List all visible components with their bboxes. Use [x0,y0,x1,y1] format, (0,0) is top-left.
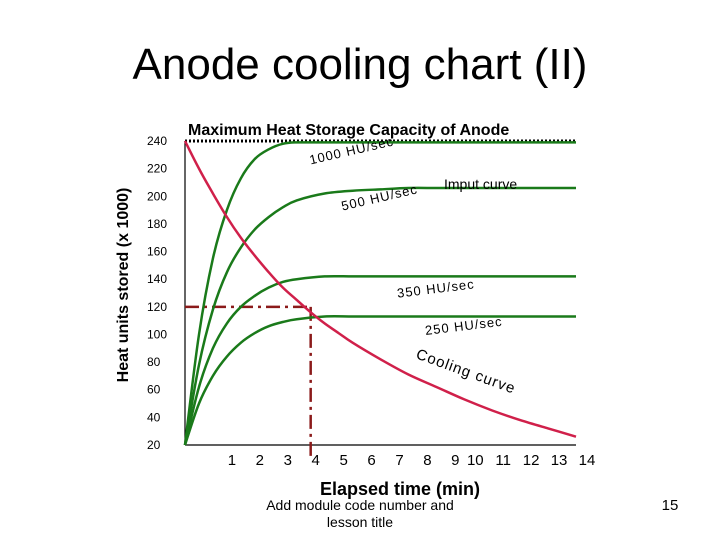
x-tick-label: 12 [523,452,540,469]
y-tick-label: 80 [147,355,161,369]
input-series-line [183,141,576,446]
input-series-line [183,186,576,446]
input-series-label: 350 HU/sec [396,276,475,300]
y-tick-label: 60 [147,383,161,397]
series-lines [183,140,577,446]
y-tick-label: 120 [147,300,167,314]
x-tick-label: 10 [467,452,484,469]
input-series-line [183,315,576,446]
x-tick-label: 9 [451,452,459,469]
y-tick-label: 220 [147,162,167,176]
y-tick-label: 200 [147,189,167,203]
x-tick-label: 1 [228,452,236,469]
plot-frame [184,139,576,446]
x-axis-label: Elapsed time (min) [320,479,480,499]
y-tick-label: 140 [147,272,167,286]
x-tick-label: 7 [395,452,403,469]
y-tick-label: 240 [147,134,167,148]
y-axis-label: Heat units stored (x 1000) [115,188,132,383]
x-tick-label: 5 [339,452,347,469]
guide-lines [185,305,312,457]
input-curve-label: Imput curve [444,176,517,192]
cooling-curve-label: Cooling curve [414,346,518,398]
page-number: 15 [661,497,679,514]
chart-title: Maximum Heat Storage Capacity of Anode [188,122,509,139]
y-tick-label: 40 [147,410,161,424]
input-series-line [183,274,576,446]
y-tick-labels: 20 40 60 80 100 120 140 160 180 200 220 240 [147,134,167,452]
footer-text: Add module code number and lesson title [266,497,454,530]
y-tick-label: 180 [147,217,167,231]
x-tick-label: 13 [551,452,568,469]
x-tick-labels: 1 2 3 4 5 6 7 8 9 10 11 12 13 14 [228,452,596,469]
x-tick-label: 6 [367,452,375,469]
x-tick-label: 4 [312,452,320,469]
y-tick-label: 20 [147,438,161,452]
x-tick-label: 8 [423,452,431,469]
y-tick-label: 160 [147,245,167,259]
y-tick-label: 100 [147,327,167,341]
input-series-label: 500 HU/sec [340,181,419,213]
x-tick-label: 11 [495,452,511,469]
x-tick-label: 3 [284,452,292,469]
slide-title: Anode cooling chart (II) [132,40,588,89]
x-tick-label: 2 [256,452,264,469]
x-tick-label: 14 [579,452,596,469]
cooling-series-line [183,140,577,438]
